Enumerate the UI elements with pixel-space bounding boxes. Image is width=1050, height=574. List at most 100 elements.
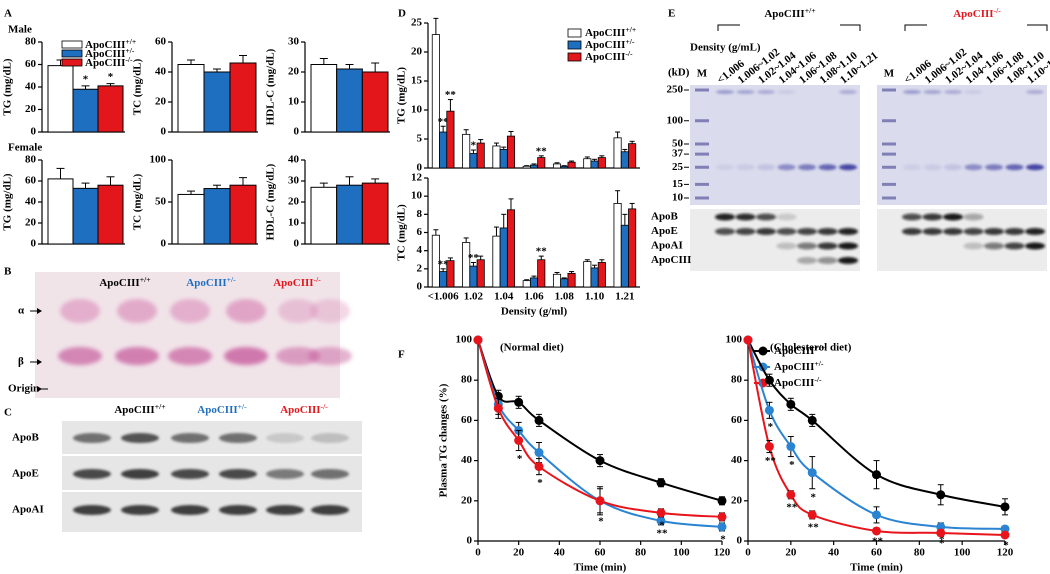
significance: ** [808,521,820,533]
mw-label: 37 [672,148,684,160]
point [807,510,817,520]
marker-label: β [18,356,24,368]
ladder-band [695,142,709,146]
panel-label: D [398,8,406,20]
error-bar [371,178,380,184]
x-tick-label: 1.04 [494,291,514,303]
error-bar [81,85,90,90]
point [717,522,727,532]
bar [506,209,516,288]
band [171,505,209,515]
blot-band [715,228,735,235]
blot-band [776,213,797,221]
y-tick-label: 100 [456,334,473,346]
band-beta [308,347,352,365]
y-tick-label: 0 [31,238,37,250]
marker-label: Origin [8,383,39,395]
gel-band [903,164,921,171]
band [311,433,349,443]
bar [72,88,99,133]
point [764,442,774,452]
bar [336,68,363,133]
blot-band [817,242,838,250]
gel-band [1026,164,1044,171]
legend-label: ApoCIII+/+ [85,37,136,51]
blot-band [735,213,756,221]
row-label: ApoCIII [651,254,691,266]
bar [529,277,539,288]
arrow-head [37,359,42,365]
error-bar [56,167,65,179]
error-bar [447,257,453,261]
y-tick-label: 40 [155,66,167,78]
significance: ** [657,527,669,539]
y-tick-label: 20 [288,196,300,208]
section-label: Male [8,24,32,36]
bar [47,65,74,133]
y-tick-label: 60 [25,58,37,70]
mw-label: 15 [672,178,684,190]
point [493,403,503,413]
band [121,505,159,515]
x-axis-label: Time (min) [850,562,903,574]
error-bar [629,202,635,209]
bar [597,157,606,169]
bar [537,259,546,288]
error-bar [239,55,247,63]
bar [431,34,440,169]
blot-header: ApoCIII+/- [186,275,236,289]
blot-band [1004,242,1025,250]
band-alpha [170,299,210,323]
y-tick-label: 40 [288,154,300,166]
y-tick-label: 15 [411,75,423,87]
gel-band [903,90,921,94]
y-tick-label: 0 [161,238,167,250]
blot-band [797,257,817,264]
y-tick-label: 80 [25,36,37,48]
legend-swatch [567,40,582,50]
blot-band [922,228,943,235]
bar [620,151,629,169]
significance: ** [872,535,884,547]
legend-label: ApoCIII-/- [774,375,822,389]
bar [47,178,74,245]
point [786,399,796,409]
gel-band [923,90,942,94]
legend-label: ApoCIII-/- [585,49,633,63]
blot-band [1025,242,1045,250]
blot-band [776,242,797,250]
significance: * [720,533,726,545]
x-tick-label: 100 [673,547,690,559]
point [936,528,946,538]
gel-b [35,272,340,398]
bar [628,143,637,169]
gel-band [944,90,962,94]
bar [492,145,501,169]
blot-band [984,242,1004,250]
gel-e [877,85,1047,205]
significance: * [1003,540,1009,552]
point [764,405,774,415]
band [73,433,111,443]
blot-header: ApoCIII+/+ [99,275,150,289]
blot-band [715,213,735,221]
blot-band [963,242,984,250]
y-tick-label: 10 [411,190,423,202]
ladder-band [882,152,896,156]
panel-label: C [4,407,12,419]
band [73,505,111,515]
y-tick-label: 20 [155,96,167,108]
panel-label: E [668,8,675,20]
blot-band [984,228,1004,235]
legend-label: ApoCIII+/- [85,46,135,60]
blot-band [756,228,776,235]
point [534,462,544,472]
significance: ** [438,116,450,128]
significance: * [939,533,945,545]
gel-band [985,164,1003,171]
blot-band [817,228,838,235]
significance: ** [786,501,798,513]
significance: ** [765,455,777,467]
y-tick-label: 12 [411,172,423,184]
gel-band [839,164,857,171]
